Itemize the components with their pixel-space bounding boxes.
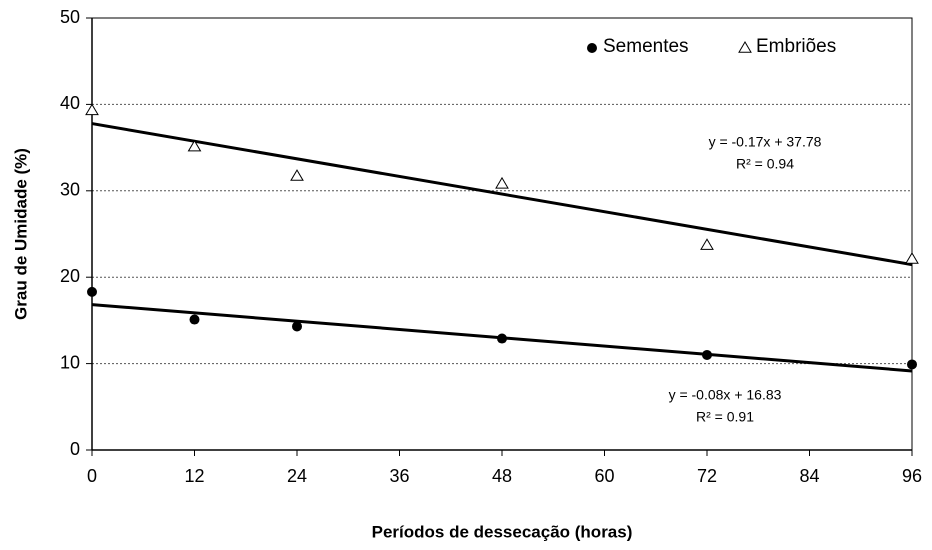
x-axis-label: Períodos de dessecação (horas) [372,522,633,541]
y-axis-label: Grau de Umidade (%) [11,148,30,320]
legend-marker [738,41,752,53]
legend-marker [587,43,597,53]
x-tick-label: 72 [697,466,717,486]
legend-label: Sementes [603,36,689,57]
y-tick-label: 10 [60,352,80,372]
marker [700,238,714,250]
trendline-equation: y = -0.08x + 16.83 [669,387,782,403]
x-tick-label: 84 [799,466,819,486]
x-tick-label: 48 [492,466,512,486]
marker [85,103,99,116]
x-tick-label: 24 [287,466,307,486]
legend-label: Embriões [756,36,836,57]
marker [189,314,200,325]
x-tick-label: 96 [902,466,922,486]
marker [187,139,202,152]
marker [702,349,712,360]
trendline-r2: R² = 0.91 [696,409,754,425]
marker [290,169,304,181]
x-tick-label: 36 [389,466,409,486]
y-tick-label: 0 [70,439,80,459]
marker [292,321,302,332]
y-tick-label: 20 [60,266,80,286]
marker [495,176,509,189]
marker [907,359,917,370]
x-tick-label: 0 [87,466,97,486]
trendline-equation: y = -0.17x + 37.78 [709,134,822,150]
plot-frame [91,17,913,451]
trendline [91,122,913,267]
y-tick-label: 30 [60,180,80,200]
trendline-r2: R² = 0.94 [736,156,794,172]
marker [905,252,919,264]
x-tick-label: 12 [184,466,204,486]
y-tick-label: 40 [60,93,80,113]
x-tick-label: 60 [594,466,614,486]
y-tick-label: 50 [60,7,80,27]
marker [497,333,507,344]
marker [87,286,97,297]
